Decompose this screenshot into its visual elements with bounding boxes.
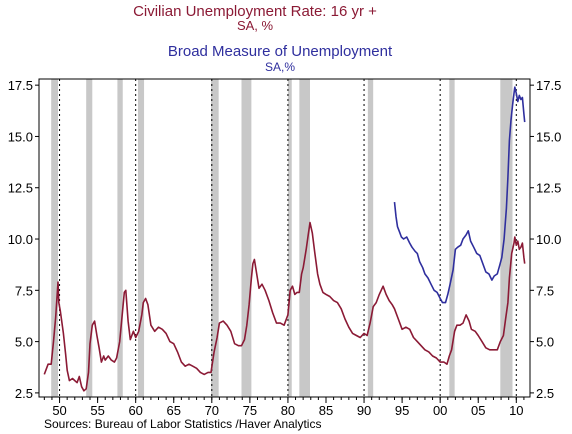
legend-subtitle-civilian: SA, % [237,18,274,33]
recession-band [137,79,145,397]
y-tick-label-right: 10.0 [536,232,561,247]
x-tick-label: 75 [243,403,257,418]
recession-band [299,79,311,397]
series-lines [43,86,526,392]
y-tick-label-left: 7.5 [15,283,33,298]
series-line [43,221,526,392]
axes: 2.5 2.5 5.0 5.0 7.5 7.5 10.0 10.0 12.5 12.5 15.0 15… [8,78,562,418]
y-tick-label-left: 15.0 [8,129,33,144]
x-tick-label: 50 [52,403,66,418]
x-tick-label: 55 [90,403,104,418]
x-tick-label: 90 [357,403,371,418]
y-tick-label-right: 17.5 [536,78,561,93]
recession-band [449,79,455,397]
recession-band [86,79,93,397]
y-tick-label-left: 5.0 [15,335,33,350]
x-tick-label: 80 [281,403,295,418]
source-note: Sources: Bureau of Labor Statistics /Hav… [44,417,321,431]
x-tick-label: 95 [395,403,409,418]
x-tick-label: 85 [319,403,333,418]
recession-band [211,79,219,397]
y-tick-label-left: 17.5 [8,78,33,93]
recession-bands [51,79,513,397]
recession-band [241,79,252,397]
x-tick-label: 70 [205,403,219,418]
decade-gridlines [59,79,517,397]
legend-subtitle-broad: SA,% [265,60,295,74]
recession-band [367,79,374,397]
recession-band [117,79,123,397]
x-tick-label: 65 [167,403,181,418]
x-tick-label: 60 [128,403,142,418]
x-tick-label: 05 [471,403,485,418]
series-line [393,86,526,304]
recession-band [287,79,292,397]
y-tick-label-left: 10.0 [8,232,33,247]
plot-frame [38,78,531,398]
y-tick-label-right: 5.0 [536,335,554,350]
recession-band [51,79,59,397]
y-tick-label-left: 2.5 [15,386,33,401]
legend-title-broad: Broad Measure of Unemployment [168,43,393,60]
y-tick-label-right: 7.5 [536,283,554,298]
y-tick-label-left: 12.5 [8,181,33,196]
y-tick-label-right: 2.5 [536,386,554,401]
legend-title-civilian: Civilian Unemployment Rate: 16 yr + [133,3,377,20]
x-tick-label: 10 [509,403,523,418]
y-tick-label-right: 12.5 [536,181,561,196]
y-tick-label-right: 15.0 [536,129,561,144]
x-tick-label: 00 [433,403,447,418]
